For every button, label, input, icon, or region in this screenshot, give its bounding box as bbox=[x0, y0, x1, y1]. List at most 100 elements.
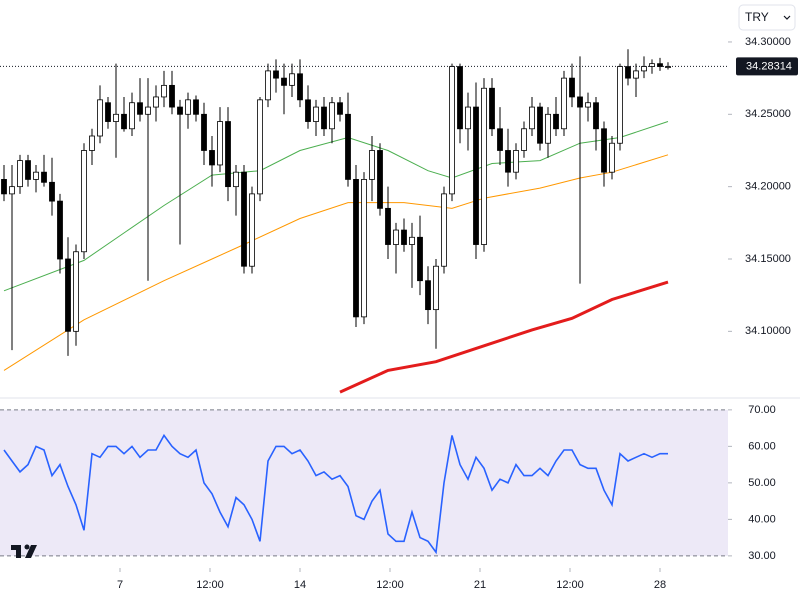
candle-body bbox=[473, 106, 479, 245]
candle-body bbox=[401, 229, 407, 245]
candle-body bbox=[345, 113, 351, 180]
candle-body bbox=[1, 179, 7, 195]
candle-body bbox=[385, 207, 391, 245]
candle-body bbox=[105, 102, 111, 122]
candle-body bbox=[145, 106, 151, 115]
candle-body bbox=[225, 121, 231, 188]
candle-body bbox=[161, 84, 167, 98]
candle-body bbox=[201, 113, 207, 151]
candle-body bbox=[393, 229, 399, 245]
button-frame[interactable] bbox=[738, 4, 796, 31]
candle-body bbox=[409, 236, 415, 245]
candle-body bbox=[457, 66, 463, 130]
candle-body bbox=[329, 102, 335, 130]
candle-body bbox=[369, 150, 375, 180]
candle-body bbox=[521, 128, 527, 151]
candle-body bbox=[41, 171, 47, 183]
candle-body bbox=[305, 99, 311, 122]
candle-body bbox=[193, 99, 199, 115]
y-tick-label: 34.15000 bbox=[745, 253, 791, 265]
candle-body bbox=[641, 66, 647, 72]
candle-body bbox=[545, 113, 551, 144]
rsi-line bbox=[3, 433, 668, 555]
candle-body bbox=[377, 150, 383, 209]
logo-part bbox=[25, 545, 37, 558]
x-tick-label: 28 bbox=[654, 579, 666, 591]
logo-part bbox=[24, 544, 30, 550]
candle-body bbox=[513, 150, 519, 173]
y-tick-label: 34.20000 bbox=[745, 181, 791, 193]
last-price-label: 34.28314 bbox=[746, 60, 792, 72]
candle-body bbox=[49, 181, 55, 202]
candle-body bbox=[441, 193, 447, 267]
candle-body bbox=[665, 66, 671, 68]
candle-body bbox=[425, 280, 431, 311]
candle-body bbox=[353, 179, 359, 318]
candle-body bbox=[33, 171, 39, 180]
x-tick-label: 21 bbox=[474, 579, 486, 591]
candle-body bbox=[217, 121, 223, 166]
candle-body bbox=[249, 193, 255, 267]
candle-body bbox=[265, 70, 271, 101]
candle-body bbox=[129, 102, 135, 130]
candle-body bbox=[601, 128, 607, 173]
candle-body bbox=[273, 70, 279, 79]
candle-body bbox=[577, 96, 583, 108]
last-price-box bbox=[736, 57, 798, 76]
candle-body bbox=[257, 99, 263, 195]
candle-body bbox=[481, 87, 487, 245]
candle-body bbox=[561, 77, 567, 130]
candle-body bbox=[185, 99, 191, 115]
y-tick-label: 40.00 bbox=[748, 513, 776, 525]
currency-button[interactable]: TRY bbox=[738, 4, 796, 31]
candle-body bbox=[81, 150, 87, 253]
y-tick-label: 34.25000 bbox=[745, 108, 791, 120]
candle-body bbox=[465, 106, 471, 130]
logo bbox=[11, 544, 37, 558]
candle-body bbox=[529, 106, 535, 130]
candle-body bbox=[177, 106, 183, 115]
candle-body bbox=[153, 96, 159, 108]
rsi-band bbox=[0, 409, 728, 556]
candle-body bbox=[449, 66, 455, 195]
candle-body bbox=[489, 87, 495, 130]
candle-body bbox=[9, 186, 15, 195]
y-tick-label: 30.00 bbox=[748, 550, 776, 562]
y-tick-label: 70.00 bbox=[748, 404, 776, 416]
logo-part bbox=[11, 545, 21, 558]
candle-body bbox=[113, 113, 119, 122]
candle-body bbox=[585, 102, 591, 108]
candle-body bbox=[569, 77, 575, 98]
x-tick-label: 12:00 bbox=[196, 579, 224, 591]
candle-body bbox=[169, 84, 175, 108]
candle-body bbox=[209, 150, 215, 166]
candle-body bbox=[73, 251, 79, 332]
y-tick-label: 34.30000 bbox=[745, 36, 791, 48]
candle-body bbox=[609, 142, 615, 173]
candle-body bbox=[433, 265, 439, 311]
candle-body bbox=[361, 179, 367, 318]
candle-body bbox=[137, 102, 143, 115]
candle-body bbox=[281, 77, 287, 86]
x-tick-label: 12:00 bbox=[556, 579, 584, 591]
candle-body bbox=[633, 70, 639, 79]
chevron[interactable] bbox=[783, 15, 791, 20]
candle-body bbox=[313, 106, 319, 122]
candle-body bbox=[121, 113, 127, 130]
candle-body bbox=[25, 160, 31, 180]
candle-body bbox=[233, 171, 239, 188]
candle-body bbox=[337, 102, 343, 115]
x-tick-label: 7 bbox=[117, 579, 123, 591]
moving-average-line bbox=[339, 280, 669, 394]
y-tick-label: 50.00 bbox=[748, 477, 776, 489]
candle-body bbox=[417, 236, 423, 282]
candle-body bbox=[537, 106, 543, 144]
candle-body bbox=[617, 66, 623, 144]
candle-body bbox=[297, 73, 303, 101]
y-tick-label: 60.00 bbox=[748, 440, 776, 452]
currency-label[interactable]: TRY bbox=[745, 10, 769, 24]
candle-body bbox=[553, 113, 559, 130]
candle-body bbox=[17, 160, 23, 188]
